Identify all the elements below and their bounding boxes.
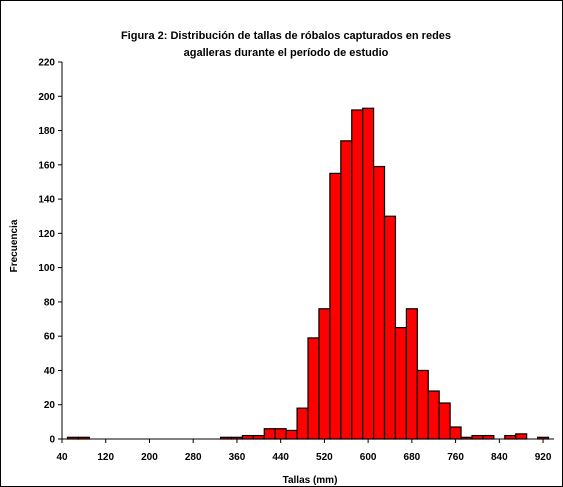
x-axis-label: Tallas (mm) [283,475,338,486]
histogram-bar-400 [252,434,265,440]
x-tick-label-200: 200 [141,452,158,463]
histogram-bar-760 [449,426,462,440]
x-tick-label-360: 360 [229,452,246,463]
x-tick-label-680: 680 [404,452,421,463]
histogram-bar-640 [383,215,397,440]
y-tick-label-200: 200 [38,92,55,103]
y-tick-label-140: 140 [38,195,55,206]
y-tick-label-180: 180 [38,126,55,137]
x-tick-label-40: 40 [56,452,68,463]
histogram-bar-600 [362,107,375,440]
y-tick-label-20: 20 [44,400,56,411]
histogram-bar-880 [515,433,528,440]
histogram-bar-660 [394,327,408,440]
chart-title-line-1: Figura 2: Distribución de tallas de róba… [121,30,451,42]
y-tick-label-100: 100 [38,263,55,274]
x-tick-label-280: 280 [185,452,202,463]
x-tick-label-840: 840 [491,452,508,463]
axes-group: 0 20 40 60 80 100 120 140 160 180 200 220 40 120 200 28… [38,58,554,463]
histogram-bar-380 [241,434,254,440]
histogram-bar-480 [296,407,309,440]
y-tick-label-160: 160 [38,160,55,171]
y-tick-label-0: 0 [49,435,55,446]
histogram-bar-720 [427,390,440,440]
histogram-bar-420 [263,428,276,440]
histogram-bar-560 [340,140,353,440]
y-tick-label-60: 60 [44,332,56,343]
histogram-bar-440 [274,428,287,440]
histogram-bar-500 [307,337,320,440]
histogram-bar-800 [471,434,484,440]
y-tick-label-40: 40 [44,366,56,377]
histogram-bar-860 [504,434,517,440]
x-tick-label-920: 920 [535,452,552,463]
histogram-bar-620 [373,165,386,440]
x-tick-label-440: 440 [272,452,289,463]
bars-group [66,107,550,440]
histogram-bar-820 [482,434,495,440]
y-tick-label-220: 220 [38,58,55,69]
x-tick-label-120: 120 [97,452,114,463]
y-tick-label-120: 120 [38,229,55,240]
x-tick-label-520: 520 [316,452,333,463]
y-axis-label: Frecuencia [9,219,20,272]
histogram-bar-680 [405,308,418,440]
x-tick-label-600: 600 [360,452,377,463]
histogram-bar-520 [318,308,331,440]
histogram-bar-740 [438,402,451,440]
x-tick-label-760: 760 [447,452,464,463]
histogram-bar-580 [351,109,364,440]
histogram-bar-460 [285,429,298,440]
histogram-bar-540 [329,172,342,440]
histogram-bar-700 [416,369,429,440]
y-tick-label-80: 80 [44,297,56,308]
chart-title-line-2: agalleras durante el período de estudio [184,47,389,59]
